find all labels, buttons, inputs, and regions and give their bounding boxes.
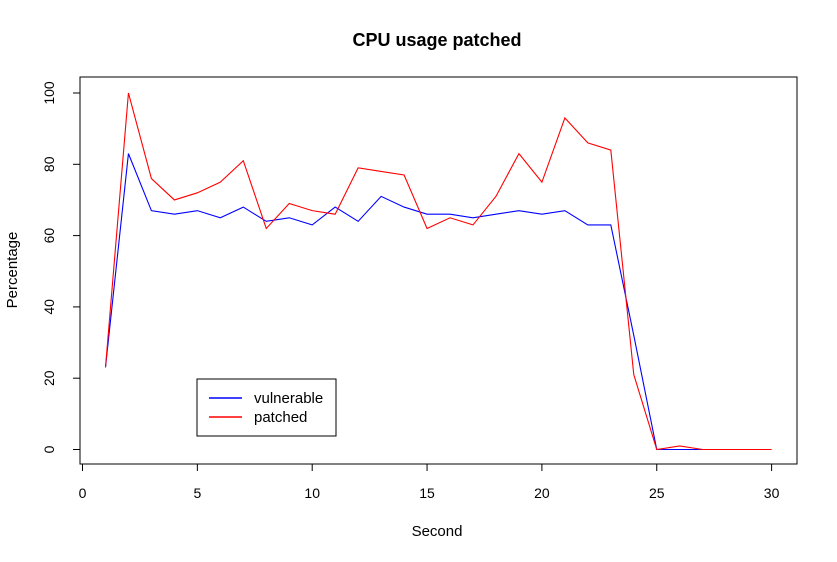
legend: vulnerable patched (196, 378, 337, 437)
y-axis-label: Percentage (4, 232, 21, 309)
series-line-vulnerable (104, 153, 772, 451)
y-tick-label: 0 (41, 445, 57, 453)
legend-box (196, 378, 337, 437)
plot-frame (79, 76, 798, 465)
y-tick-label: 40 (41, 299, 57, 315)
y-tick-label: 80 (41, 156, 57, 172)
chart-title: CPU usage patched (352, 30, 521, 50)
y-tick-label: 20 (41, 370, 57, 386)
x-tick-label: 25 (649, 485, 665, 501)
legend-label-patched: patched (254, 409, 307, 426)
y-tick-label: 60 (41, 228, 57, 244)
x-tick-label: 15 (419, 485, 435, 501)
legend-label-vulnerable: vulnerable (254, 390, 323, 407)
x-axis-label: Second (412, 523, 463, 540)
x-tick-label: 5 (193, 485, 201, 501)
x-axis: 0 5 10 15 20 25 30 (79, 463, 780, 501)
x-tick-label: 30 (764, 485, 780, 501)
x-tick-label: 20 (534, 485, 550, 501)
series-layer (104, 92, 772, 451)
y-axis: 0 20 40 60 80 100 (41, 81, 81, 453)
y-tick-label: 100 (41, 81, 57, 105)
series-line-patched (104, 92, 772, 451)
x-tick-label: 0 (79, 485, 87, 501)
x-tick-label: 10 (304, 485, 320, 501)
